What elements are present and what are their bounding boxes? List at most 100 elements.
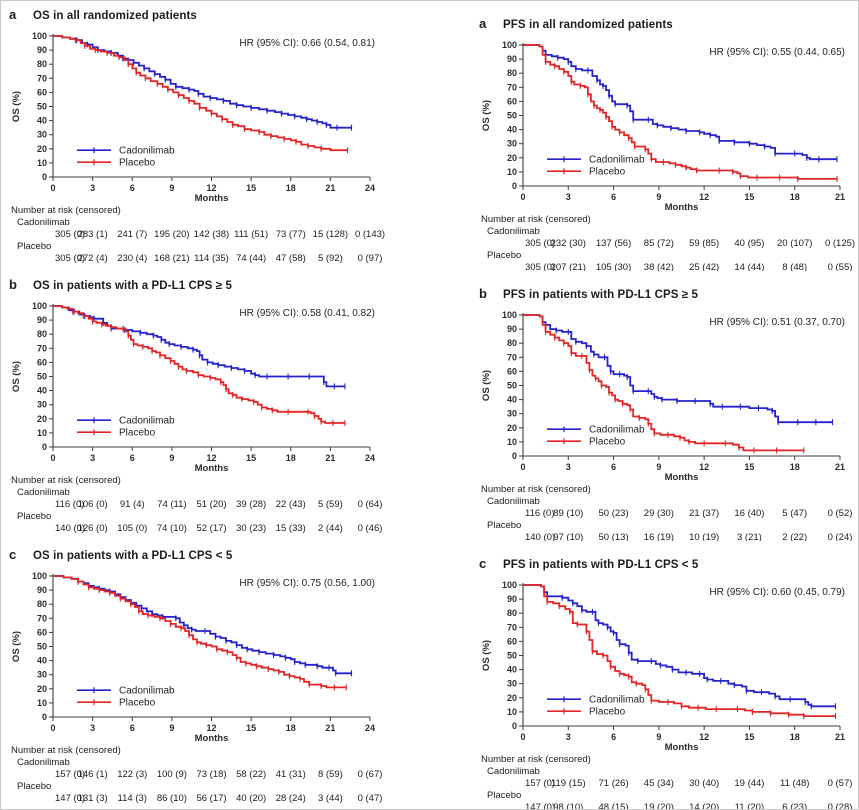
x-tick-label: 0 [50,453,55,463]
x-tick-label: 12 [206,723,216,733]
axes [52,304,370,448]
y-tick-label: 100 [32,301,47,311]
risk-table: Number at risk (censored) Cadonilimab 305… [9,205,431,265]
risk-count: 15 (33) [275,523,306,534]
risk-count: 168 (21) [154,253,190,264]
y-tick-label: 0 [512,451,517,461]
risk-count: 38 (42) [643,262,674,271]
risk-table: Number at risk (censored) Cadonilimab 157… [9,745,431,805]
x-tick-label: 18 [286,723,296,733]
risk-count: 47 (58) [275,253,306,264]
km-chart: 0 10 20 30 40 50 60 70 80 90 100 0 3 6 9 12 15 18 21 OS (%)… [481,310,845,483]
panel-title: OS in all randomized patients [33,10,197,22]
risk-row-label: Placebo [17,511,52,522]
x-tick-label: 15 [744,192,754,202]
x-tick-label: 6 [130,723,135,733]
panel-header: b PFS in patients with PD-L1 CPS ≥ 5 [479,286,858,305]
y-tick-label: 30 [507,409,517,419]
x-axis-label: Months [665,472,699,483]
x-tick-label: 0 [50,183,55,193]
risk-count: 50 (13) [598,532,629,541]
legend-label: Placebo [589,167,626,178]
risk-row-values: 140 (0) 126 (0) 105 (0) 74 (10) 52 (17) 30 (2… [9,523,431,535]
risk-count: 10 (19) [689,532,720,541]
risk-count: 2 (44) [317,523,343,534]
risk-count: 147 (0) [55,793,86,804]
y-tick-label: 60 [37,627,47,637]
y-tick-label: 10 [37,428,47,438]
y-tick-label: 60 [507,96,517,106]
panel-letter: a [479,16,487,31]
x-tick-label: 12 [699,192,709,202]
x-axis-label: Months [195,463,229,474]
y-tick-label: 40 [507,125,517,135]
risk-count: 195 (20) [154,229,190,240]
risk-count: 39 (28) [236,499,267,510]
risk-count: 116 (0) [525,508,555,519]
risk-count: 8 (48) [782,262,808,271]
y-tick-label: 40 [37,386,47,396]
risk-row-label: Cadonilimab [487,496,540,507]
risk-row-values: 116 (0) 106 (0) 91 (4) 74 (11) 51 (20) 39 (28… [9,499,431,511]
risk-count: 8 (59) [317,769,343,780]
x-tick-label: 21 [835,192,845,202]
y-tick-label: 0 [512,181,517,191]
y-axis-label: OS (%) [481,100,492,131]
risk-row-values: 305 (0) 207 (21) 105 (30) 38 (42) 25 (42) 14 … [479,262,858,271]
legend-label: Cadonilimab [119,416,175,427]
risk-count: 105 (0) [117,523,148,534]
risk-row-label: Cadonilimab [17,217,70,228]
risk-count: 305 (0) [525,262,556,271]
panel-header: b OS in patients with a PD-L1 CPS ≥ 5 [9,277,431,296]
risk-row-values: 157 (0) 119 (15) 71 (26) 45 (34) 30 (40) 19 (… [479,778,858,790]
legend-label: Cadonilimab [589,425,645,436]
risk-count: 114 (35) [194,253,229,264]
risk-count: 74 (44) [236,253,267,264]
risk-count: 5 (47) [782,508,808,519]
risk-count: 50 (23) [598,508,629,519]
risk-count: 305 (0) [55,253,86,264]
panel-title: PFS in patients with PD-L1 CPS < 5 [503,559,699,571]
y-tick-label: 0 [42,172,47,182]
y-tick-label: 80 [37,329,47,339]
x-tick-label: 15 [246,183,256,193]
risk-row-values: 140 (0) 97 (10) 50 (13) 16 (19) 10 (19) 3 (21… [479,532,858,541]
risk-count: 283 (1) [77,229,108,240]
x-tick-label: 0 [520,462,525,472]
risk-table-header: Number at risk (censored) [11,475,121,486]
x-tick-label: 6 [130,453,135,463]
km-panel: b OS in patients with a PD-L1 CPS ≥ 5 0 1… [1,271,431,541]
x-tick-label: 24 [365,183,375,193]
y-tick-label: 30 [507,679,517,689]
risk-row-values: 157 (0) 146 (1) 122 (3) 100 (9) 73 (18) 58 (2… [9,769,431,781]
risk-count: 14 (44) [734,262,765,271]
legend-label: Placebo [119,158,156,169]
risk-count: 105 (30) [595,262,632,271]
y-tick-label: 30 [37,400,47,410]
x-tick-label: 21 [325,453,335,463]
panel-header: a OS in all randomized patients [9,7,431,26]
risk-count: 3 (21) [737,532,762,541]
risk-count: 74 (11) [157,499,187,510]
risk-table: Number at risk (censored) Cadonilimab 116… [9,475,431,535]
x-tick-label: 6 [611,462,616,472]
risk-count: 5 (59) [317,499,343,510]
risk-table-header: Number at risk (censored) [11,205,121,216]
x-tick-label: 9 [656,732,661,742]
y-tick-label: 60 [37,87,47,97]
km-chart: 0 10 20 30 40 50 60 70 80 90 100 0 3 6 9 12 15 18 21 24 OS (… [11,301,375,474]
y-tick-label: 30 [37,670,47,680]
km-chart: 0 10 20 30 40 50 60 70 80 90 100 0 3 6 9 12 15 18 21 24 OS (… [11,571,375,744]
risk-count: 40 (20) [236,793,267,804]
series-line-cadonilimab [523,314,833,424]
x-tick-label: 21 [835,462,845,472]
risk-count: 2 (22) [782,532,808,541]
risk-count: 85 (72) [643,238,674,249]
y-axis-label: OS (%) [11,631,22,662]
series-line-cadonilimab [53,575,352,675]
risk-count: 119 (15) [550,778,586,789]
series-line-cadonilimab [523,584,836,708]
y-axis-label: OS (%) [11,91,22,122]
x-tick-label: 21 [325,183,335,193]
x-axis-label: Months [665,742,699,753]
